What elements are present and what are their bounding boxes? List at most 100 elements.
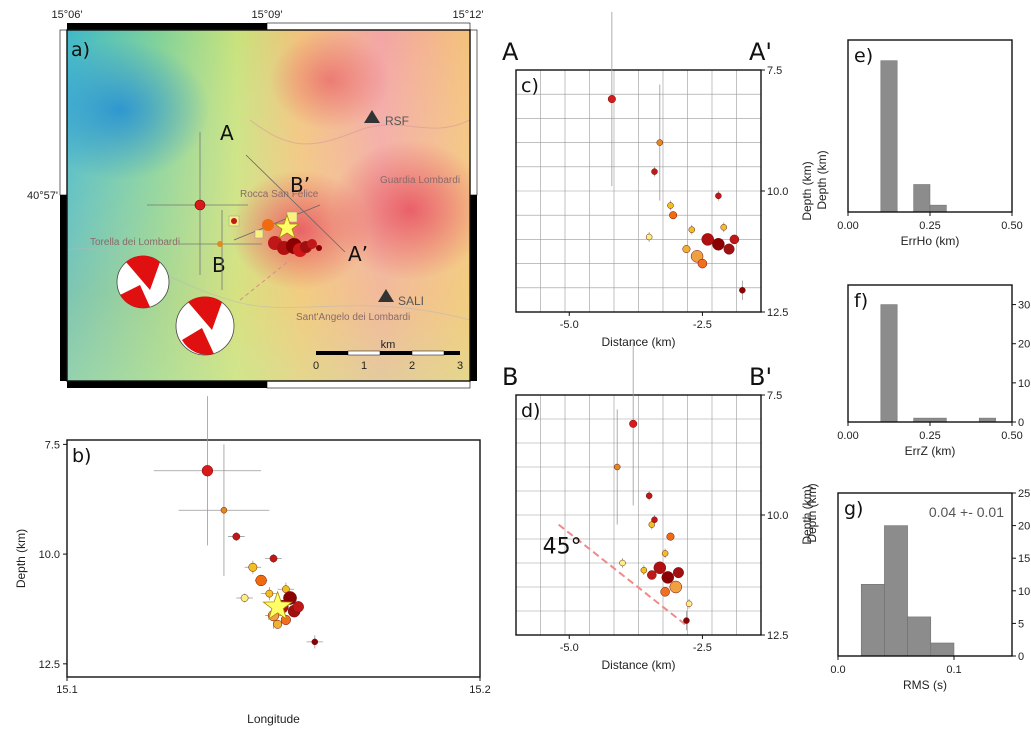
event-point [669,211,678,220]
y-tick-label: 10.0 [767,186,788,198]
event-point [273,619,283,629]
y-tick-label: 0 [1018,651,1024,663]
focal-mechanism-beachball-icon [175,296,235,356]
panel-label: e) [854,45,873,67]
x-tick-label: 0.50 [1001,430,1022,442]
x-tick-label: -2.5 [693,319,712,331]
x-tick-label: 15.2 [469,684,490,696]
event-point [280,614,291,625]
x-tick-label: 0.00 [837,430,858,442]
y-tick-label: 20 [1018,521,1030,533]
section-a-label: A [220,121,234,145]
event-point [220,506,228,514]
event-point [669,580,683,594]
section-b-label: B [212,253,226,277]
lat-tick: 40°57' [27,190,58,202]
x-tick-label: 0.25 [919,220,940,232]
event-point [715,192,722,200]
event-point [619,559,626,567]
event-point [269,554,278,563]
x-tick-label: 0.0 [830,664,845,676]
event-point [661,550,669,557]
event-point [283,591,297,605]
event-point [712,237,725,251]
chart-longitude-depth: 15.1 15.2 7.5 10.0 12.5 Longitude Depth (km) b) [14,396,491,726]
section-line-bb [233,204,321,241]
x-axis-label: Longitude [247,712,300,726]
epicenter-cluster [194,199,322,301]
histogram-bar [884,525,908,657]
x-tick-label: 0.25 [919,430,940,442]
histogram-rms: 0.0 0.1 25 20 15 10 5 0 RMS (s) Depth (km) g) 0.04 … [805,483,1030,692]
rms-stat-annotation: 0.04 +- 0.01 [929,504,1004,520]
dip-line [557,523,688,627]
lon-tick-1: 15°06' [52,9,83,21]
event-point [720,224,727,231]
x-axis-label: Distance (km) [601,658,675,672]
section-b-prime-label: B’ [290,173,310,197]
chart-section-aa: -5.0 -2.5 7.5 10.0 12.5 Distance (km) Depth (k… [502,11,814,349]
plot-frame [66,439,481,678]
y-tick-label: 12.5 [39,659,60,671]
histogram-bar [907,616,932,657]
event-point [682,245,691,254]
y-tick-label: 7.5 [767,390,782,402]
event-point [729,234,740,245]
event-point [292,601,304,613]
histogram-errho: 0.00 0.25 0.50 ErrHo (km) Depth (km) e) [815,39,1023,248]
event-point [647,570,657,580]
y-axis-label: Depth (km) [800,161,814,220]
scale-tick: 2 [409,360,415,372]
section-line-aa [245,154,346,253]
event-point [613,463,621,471]
x-axis-label: Distance (km) [601,335,675,349]
histogram-bar [930,642,955,657]
event-point [645,492,653,500]
lon-tick-2: 15°09' [252,9,283,21]
event-point [651,168,658,175]
mainshock-star-icon [273,213,301,239]
map-border-bar [67,23,267,30]
event-point [697,258,708,269]
panel-label: f) [854,290,868,312]
event-point [672,567,684,579]
section-a-prime-label: A’ [348,242,368,266]
event-point [255,574,267,587]
event-point [701,233,714,246]
town-label: Rocca San Felice [240,189,319,200]
event-point [640,566,648,574]
scale-bar: km 0 1 2 3 [313,339,463,372]
event-point [683,617,690,624]
event-point [240,594,249,602]
panel-label: g) [844,498,863,520]
focal-mechanism-beachball-icon [116,255,170,309]
event-point [685,600,693,608]
station-triangle-icon [364,110,380,123]
scale-tick: 3 [457,360,463,372]
panel-label: b) [72,445,91,467]
y-tick-label: 5 [1018,618,1024,630]
dip-angle-annotation: 45° [543,534,582,559]
y-tick-label: 10.0 [767,510,788,522]
event-point [690,250,704,263]
scale-tick: 1 [361,360,367,372]
town-label: Sant'Angelo dei Lombardi [296,312,410,323]
event-point [629,419,638,428]
station-triangle-icon [378,289,394,302]
lon-tick-3: 15°12' [453,9,484,21]
y-tick-label: 15 [1018,553,1030,565]
x-tick-label: 15.1 [56,684,77,696]
event-point [645,233,653,241]
histogram-bar [860,584,885,657]
histogram-bar [880,60,898,213]
y-tick-label: 30 [1018,300,1030,312]
event-point [607,95,616,104]
station-label-rsf: RSF [385,114,409,128]
y-tick-label: 12.5 [767,630,788,642]
y-tick-label: 12.5 [767,307,788,319]
event-point [265,589,274,598]
event-point [661,571,675,584]
panel-label: d) [521,400,540,422]
x-tick-label: 0.00 [837,220,858,232]
